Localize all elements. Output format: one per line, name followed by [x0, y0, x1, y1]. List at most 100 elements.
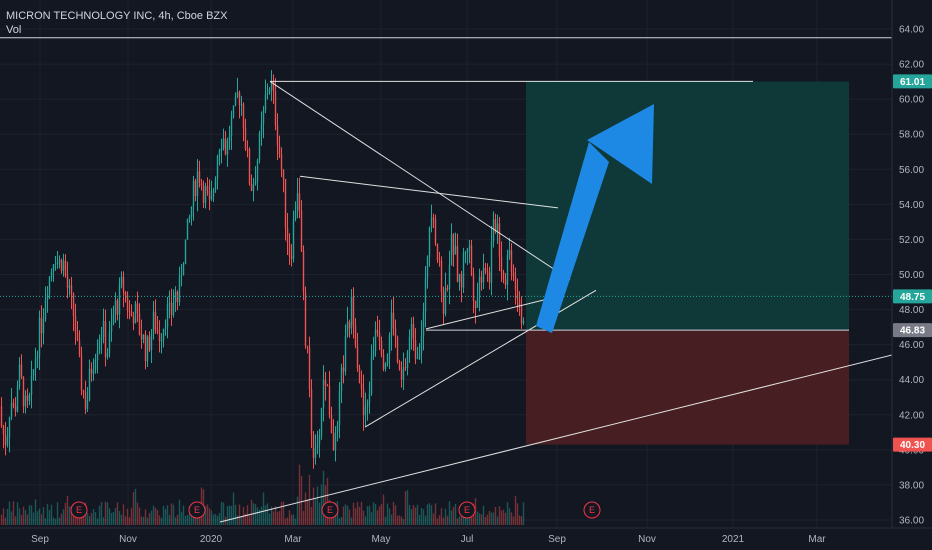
- volume-bar: [162, 505, 165, 525]
- candle-body: [186, 218, 189, 240]
- volume-bar: [40, 514, 43, 525]
- volume-bar: [322, 470, 325, 525]
- volume-bar: [320, 484, 323, 525]
- candle-body: [442, 292, 445, 314]
- candle-body: [430, 217, 433, 228]
- volume-bar: [352, 502, 355, 525]
- candle-body: [268, 89, 271, 93]
- candle-body: [382, 354, 385, 370]
- volume-bar: [12, 501, 15, 525]
- volume-bar: [348, 509, 351, 525]
- candle-body: [12, 403, 15, 406]
- volume-bar: [388, 508, 391, 525]
- candle-body: [154, 311, 157, 330]
- candle-body: [380, 340, 383, 355]
- candle-body: [134, 303, 137, 324]
- volume-bar: [380, 503, 383, 525]
- earnings-marker: [583, 501, 601, 519]
- candle-body: [284, 179, 287, 229]
- volume-bar: [304, 492, 307, 525]
- volume-bar: [512, 516, 515, 525]
- candle-body: [484, 268, 487, 272]
- volume-bar: [288, 510, 291, 525]
- volume-bar: [418, 515, 421, 525]
- candle-body: [162, 328, 165, 341]
- candle-body: [168, 303, 171, 305]
- volume-bar: [476, 511, 479, 525]
- candle-body: [340, 367, 343, 392]
- symbol-title[interactable]: MICRON TECHNOLOGY INC, 4h, Cboe BZX: [6, 10, 228, 22]
- volume-bar: [484, 516, 487, 525]
- candle-body: [480, 276, 483, 283]
- earnings-marker-label: E: [464, 505, 470, 515]
- volume-bar: [282, 501, 285, 525]
- candle-body: [446, 287, 449, 290]
- volume-bar: [174, 517, 177, 525]
- candle-body: [248, 149, 251, 184]
- volume-bar: [396, 515, 399, 525]
- volume-bar: [450, 510, 453, 525]
- y-tick-label: 60.00: [899, 95, 924, 106]
- volume-bar: [88, 516, 91, 525]
- volume-bar: [262, 492, 265, 525]
- volume-bar: [516, 503, 519, 525]
- volume-bar: [146, 517, 149, 525]
- candle-body: [126, 295, 129, 311]
- candle-body: [502, 271, 505, 280]
- target-arrow[interactable]: [536, 104, 654, 333]
- volume-bar: [38, 508, 41, 525]
- volume-bar: [490, 512, 493, 525]
- candle-body: [58, 259, 61, 263]
- volume-bar: [398, 515, 401, 525]
- candle-body: [178, 276, 181, 302]
- volume-bar: [310, 507, 313, 525]
- candle-body: [424, 277, 427, 312]
- candle-body: [520, 306, 523, 324]
- candle-body: [394, 328, 397, 337]
- candle-body: [164, 327, 167, 329]
- volume-bar: [82, 515, 85, 525]
- candle-body: [418, 353, 421, 359]
- price-axis[interactable]: 64.00 62.00 60.00 58.00 56.00 54.00 52.00 50.00…: [891, 0, 932, 528]
- volume-bar: [482, 505, 485, 525]
- volume-bar: [164, 509, 167, 525]
- y-tick-label: 44.00: [899, 375, 924, 386]
- candle-body: [408, 336, 411, 352]
- volume-bar: [14, 516, 17, 525]
- candle-body: [124, 291, 127, 296]
- volume-bar: [68, 506, 71, 525]
- candle-body: [102, 321, 105, 337]
- candle-body: [460, 273, 463, 288]
- price-tag-label: 40.30: [900, 440, 925, 451]
- price-tag: [893, 289, 932, 304]
- candle-body: [348, 321, 351, 329]
- volume-bar: [16, 502, 19, 525]
- volume-bar: [140, 516, 143, 525]
- volume-bar: [10, 511, 13, 525]
- volume-bar: [24, 510, 27, 525]
- candle-body: [402, 367, 405, 380]
- candle-body: [192, 180, 195, 207]
- candle-body: [132, 316, 135, 324]
- candle-body: [112, 314, 115, 324]
- time-axis[interactable]: Sep Nov 2020 Mar May Jul Sep Nov 2021 Mar: [0, 527, 932, 545]
- candle-body: [166, 303, 169, 328]
- candle-body: [242, 104, 245, 129]
- volume-bar: [66, 495, 69, 525]
- volume-bar: [294, 518, 297, 525]
- volume-bar: [28, 505, 31, 525]
- volume-bar: [424, 515, 427, 525]
- volume-bar: [402, 518, 405, 525]
- volume-bar: [392, 501, 395, 525]
- candle-body: [438, 260, 441, 262]
- candle-body: [324, 379, 327, 386]
- candle-body: [488, 272, 491, 283]
- candle-body: [396, 336, 399, 362]
- candle-body: [114, 300, 117, 315]
- candle-body: [312, 435, 315, 458]
- volume-bar: [234, 504, 237, 525]
- candle-body: [74, 315, 77, 333]
- volume-bar: [126, 508, 129, 525]
